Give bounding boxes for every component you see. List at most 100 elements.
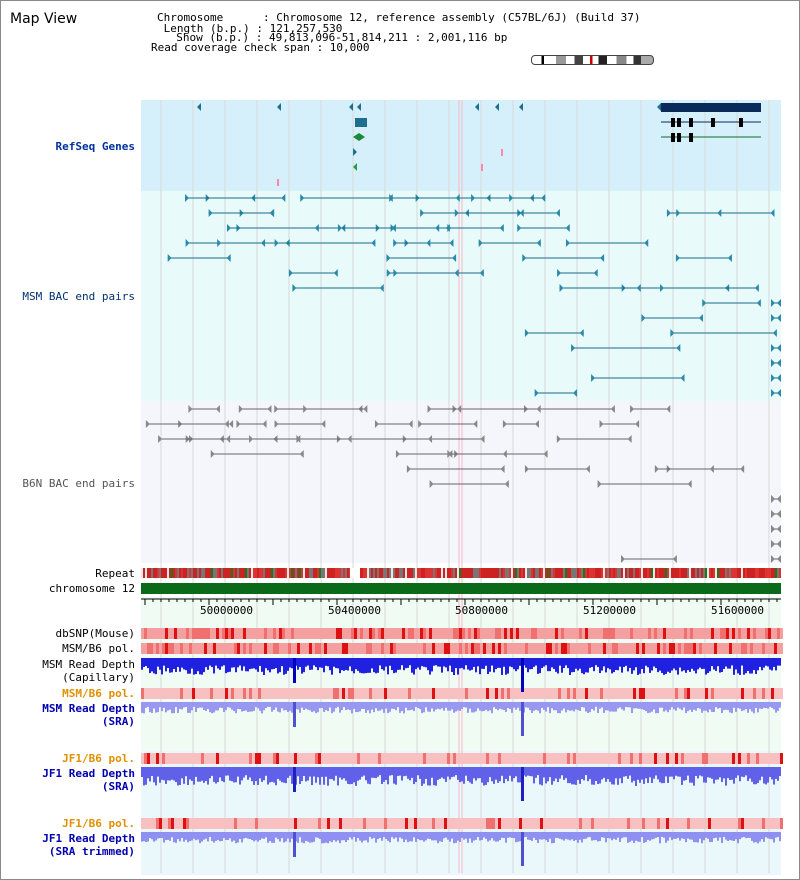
jf1-depth-sra-label[interactable]: JF1 Read Depth (SRA) <box>42 767 135 793</box>
read-depth-bar <box>147 658 149 669</box>
read-depth-bar <box>739 832 741 840</box>
polymorphism-cell <box>465 643 468 654</box>
polymorphism-cell <box>573 643 576 654</box>
polymorphism-cell <box>438 643 441 654</box>
read-depth-bar <box>631 767 633 783</box>
polymorphism-cell <box>195 628 198 639</box>
read-depth-bar <box>485 767 487 785</box>
polymorphism-cell <box>735 688 738 699</box>
polymorphism-cell <box>633 628 636 639</box>
polymorphism-cell <box>378 688 381 699</box>
read-depth-bar <box>163 658 165 666</box>
polymorphism-cell <box>267 753 270 764</box>
polymorphism-cell <box>756 628 759 639</box>
polymorphism-cell <box>471 628 474 639</box>
polymorphism-cell <box>567 688 570 699</box>
read-depth-bar <box>393 767 395 784</box>
polymorphism-cell <box>366 643 369 654</box>
read-depth-bar <box>443 767 445 779</box>
read-depth-bar <box>269 832 271 842</box>
repeat-segment <box>603 568 605 578</box>
read-depth-bar <box>443 832 445 839</box>
read-depth-bar <box>755 658 757 674</box>
polymorphism-cell <box>534 643 537 654</box>
polymorphism-cell <box>483 818 486 829</box>
polymorphism-cell <box>624 643 627 654</box>
polymorphism-cell <box>732 753 735 764</box>
jf1-b6-pol-trimmed-label[interactable]: JF1/B6 pol. <box>62 817 135 830</box>
msm-depth-capillary-label[interactable]: MSM Read Depth (Capillary) <box>42 658 135 684</box>
polymorphism-cell <box>441 643 444 654</box>
jf1-depth-trimmed-label[interactable]: JF1 Read Depth (SRA trimmed) <box>42 832 135 858</box>
bac-end <box>777 389 781 397</box>
polymorphism-cell <box>675 818 678 829</box>
chromosome-ideogram[interactable] <box>531 55 654 65</box>
repeat-segment <box>269 568 271 578</box>
read-depth-bar <box>751 658 753 674</box>
read-depth-bar <box>657 702 659 714</box>
read-depth-bar <box>475 767 477 781</box>
repeat-segment <box>551 568 553 578</box>
read-depth-bar <box>699 832 701 839</box>
polymorphism-cell <box>747 753 750 764</box>
read-depth-bar <box>421 658 423 667</box>
bac-end <box>591 374 596 382</box>
read-depth-bar <box>697 658 699 670</box>
read-depth-bar <box>725 832 727 840</box>
msm-b6-pol-label[interactable]: MSM/B6 pol. <box>62 642 135 655</box>
polymorphism-cell <box>588 753 591 764</box>
polymorphism-cell <box>249 643 252 654</box>
b6n-bac-label[interactable]: B6N BAC end pairs <box>22 477 135 490</box>
polymorphism-cell <box>177 753 180 764</box>
polymorphism-cell <box>726 753 729 764</box>
polymorphism-cell <box>528 643 531 654</box>
read-depth-spike <box>293 767 296 792</box>
read-depth-bar <box>203 702 205 711</box>
polymorphism-cell <box>657 643 660 654</box>
polymorphism-cell <box>291 753 294 764</box>
read-depth-bar <box>195 658 197 675</box>
read-depth-bar <box>423 767 425 784</box>
msm-b6-pol-sra-label[interactable]: MSM/B6 pol. <box>62 687 135 700</box>
read-depth-bar <box>425 767 427 779</box>
read-depth-bar <box>149 767 151 782</box>
polymorphism-cell <box>489 753 492 764</box>
jf1-b6-pol-label[interactable]: JF1/B6 pol. <box>62 752 135 765</box>
polymorphism-cell <box>573 628 576 639</box>
bac-end <box>771 359 775 367</box>
read-depth-bar <box>709 767 711 778</box>
refseq-genes-label[interactable]: RefSeq Genes <box>55 140 135 153</box>
polymorphism-cell <box>732 628 735 639</box>
read-depth-bar <box>307 832 309 842</box>
dbsnp-label[interactable]: dbSNP(Mouse) <box>55 627 135 640</box>
repeat-segment <box>613 568 615 578</box>
polymorphism-cell <box>375 753 378 764</box>
read-depth-bar <box>619 658 621 667</box>
polymorphism-cell <box>744 753 747 764</box>
read-depth-bar <box>693 702 695 710</box>
repeat-segment <box>447 568 449 578</box>
bac-end <box>600 254 605 262</box>
msm-bac-label[interactable]: MSM BAC end pairs <box>22 290 135 303</box>
read-depth-bar <box>407 767 409 779</box>
polymorphism-cell <box>627 643 630 654</box>
read-depth-bar <box>327 832 329 844</box>
gene-marker <box>277 179 279 186</box>
read-depth-bar <box>167 832 169 840</box>
polymorphism-cell <box>483 753 486 764</box>
read-depth-bar <box>713 832 715 839</box>
read-depth-bar <box>725 658 727 667</box>
polymorphism-cell <box>228 753 231 764</box>
read-depth-bar <box>209 832 211 838</box>
read-depth-bar <box>705 658 707 675</box>
bac-end <box>184 194 189 202</box>
msm-depth-sra-label[interactable]: MSM Read Depth (SRA) <box>42 702 135 728</box>
polymorphism-cell <box>180 688 183 699</box>
polymorphism-cell <box>774 688 777 699</box>
bac-end <box>676 344 681 352</box>
repeat-segment <box>483 568 485 578</box>
bac-end <box>502 420 507 428</box>
read-depth-bar <box>613 702 615 712</box>
polymorphism-cell <box>333 643 336 654</box>
